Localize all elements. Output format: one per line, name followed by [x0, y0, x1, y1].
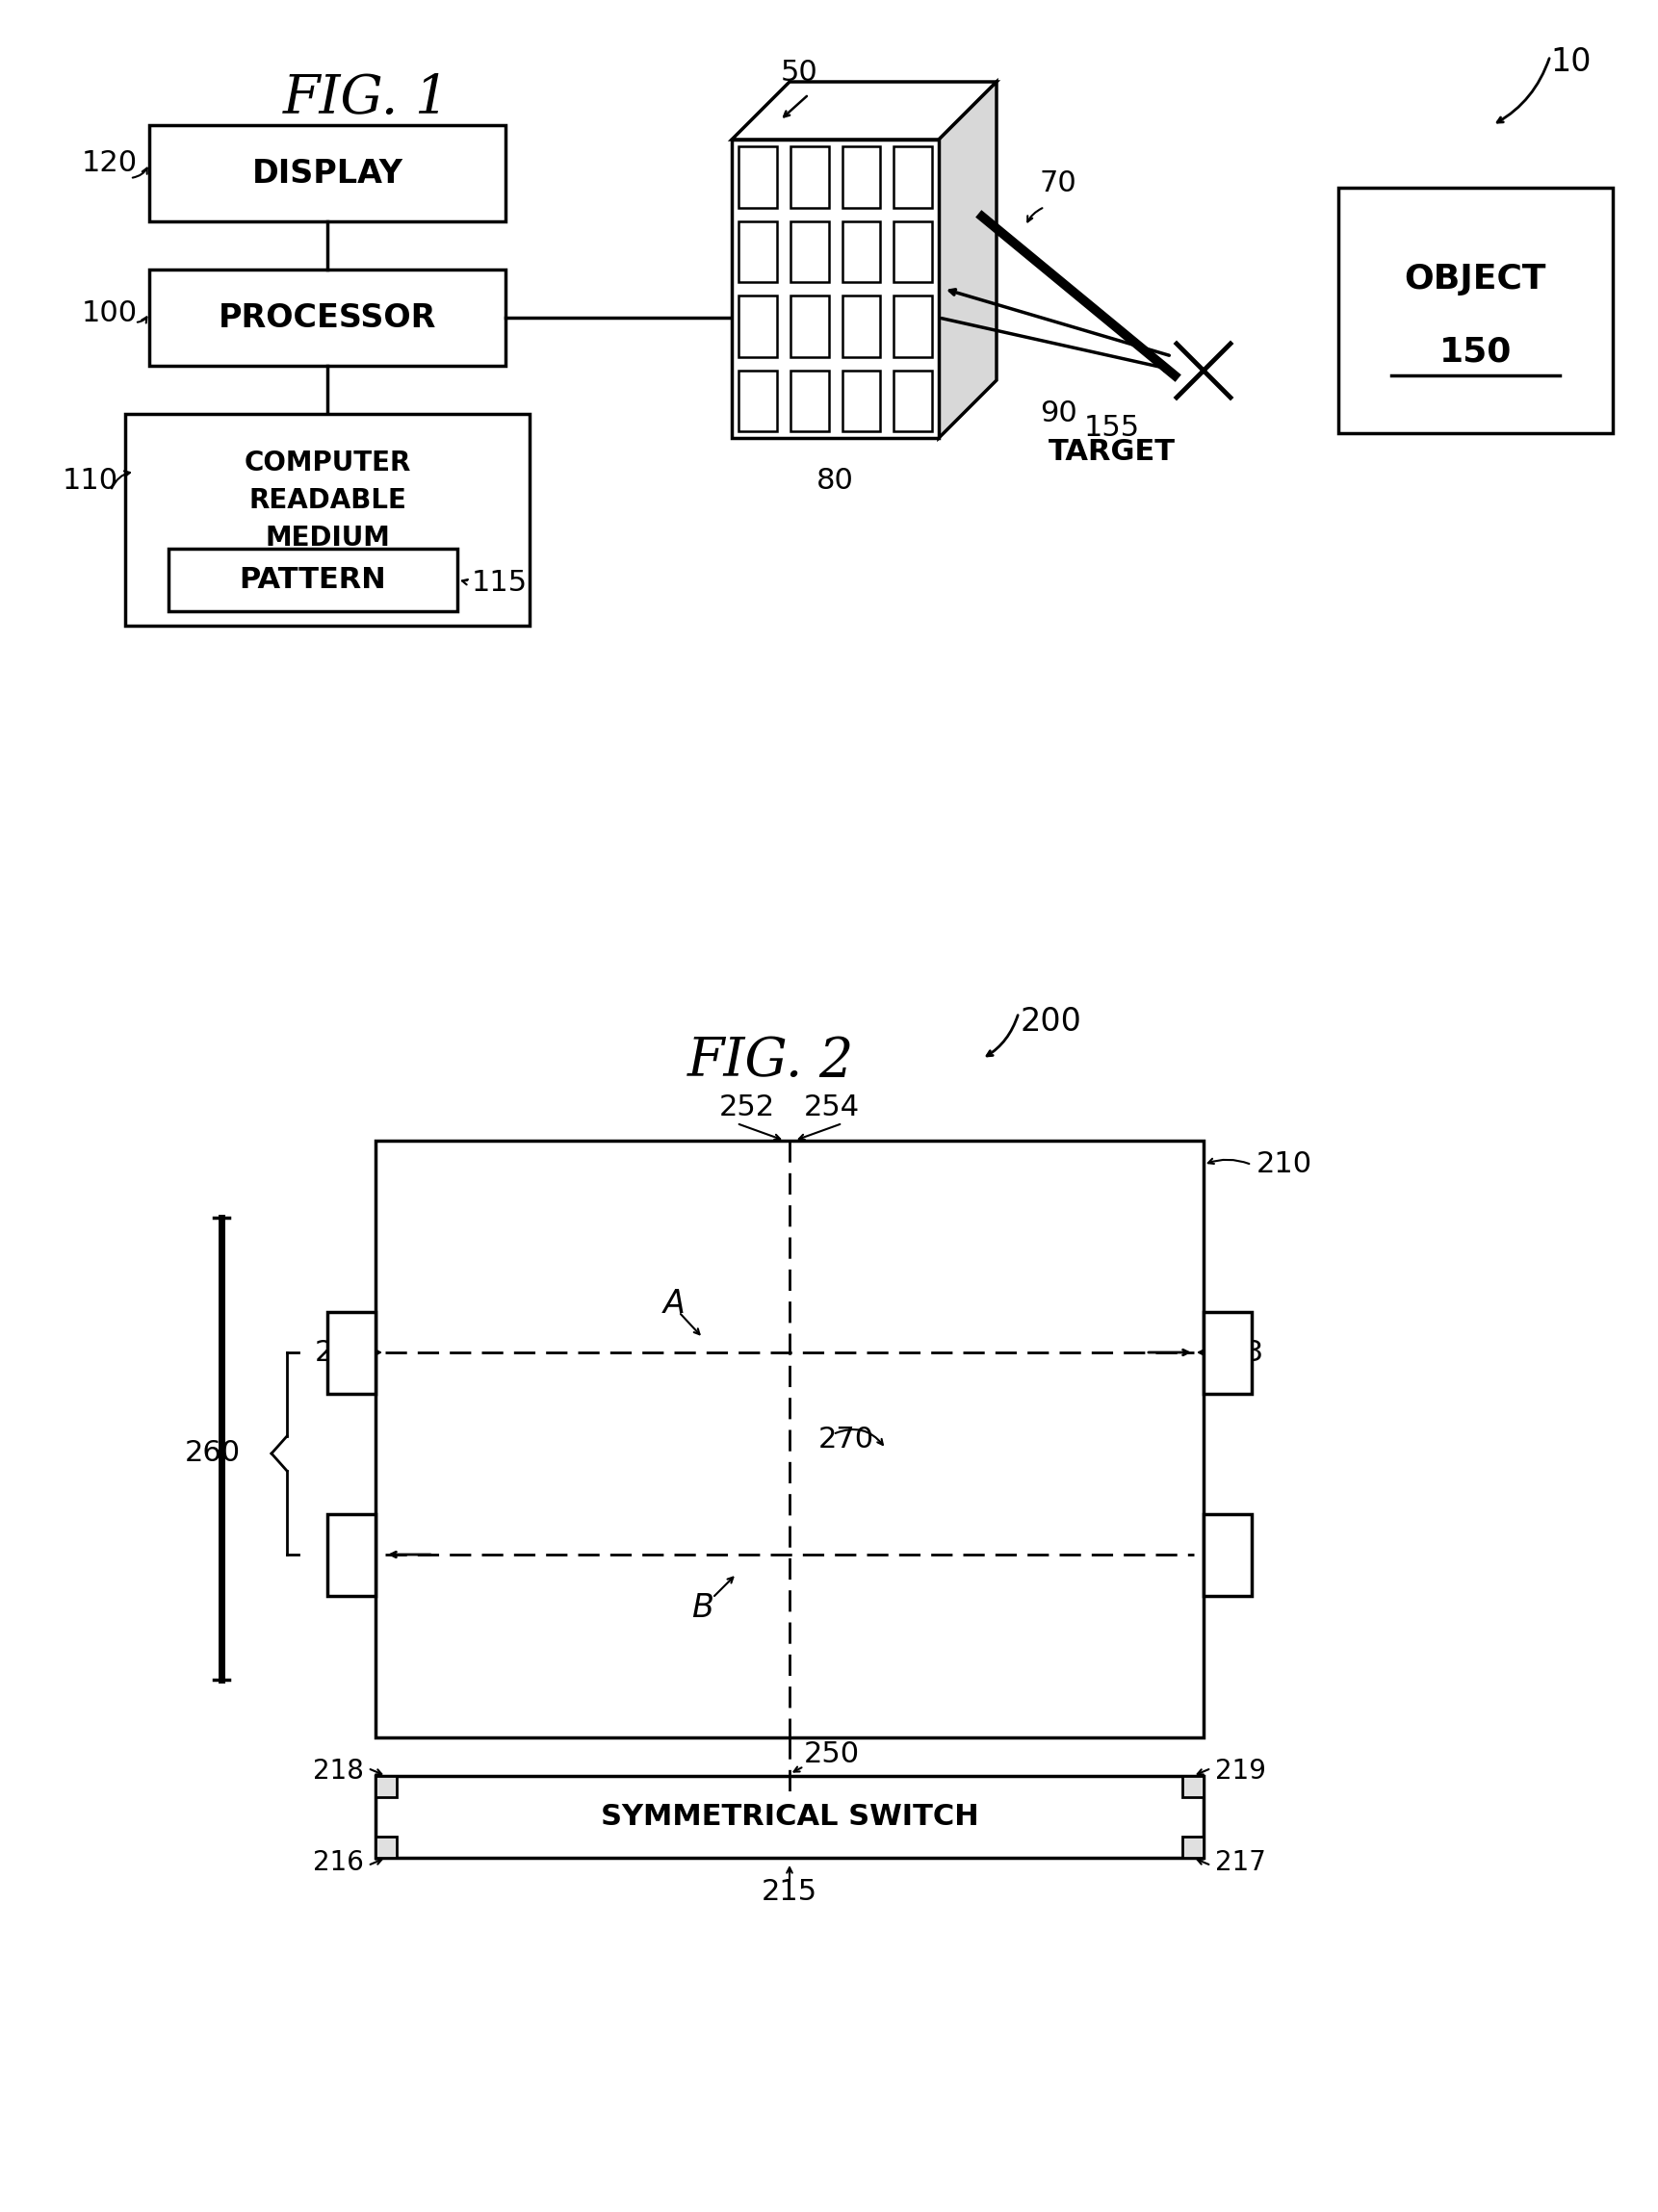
Text: PATTERN: PATTERN — [239, 566, 386, 593]
Text: COMPUTER
READABLE
MEDIUM: COMPUTER READABLE MEDIUM — [244, 449, 411, 551]
Text: 90: 90 — [1041, 400, 1078, 427]
Bar — [149, 126, 506, 221]
Text: 215: 215 — [761, 1878, 817, 1907]
Bar — [738, 146, 776, 208]
Polygon shape — [731, 139, 938, 438]
Bar — [1204, 1513, 1252, 1595]
Text: 250: 250 — [804, 1741, 861, 1767]
Bar — [375, 1776, 396, 1796]
Bar — [791, 221, 829, 283]
Text: SYMMETRICAL SWITCH: SYMMETRICAL SWITCH — [600, 1803, 978, 1832]
Bar — [124, 414, 529, 626]
Text: 100: 100 — [81, 299, 138, 327]
Bar — [375, 1776, 1204, 1858]
Text: 115: 115 — [473, 568, 527, 597]
Bar — [169, 549, 458, 611]
Text: 120: 120 — [81, 150, 138, 177]
Text: 80: 80 — [816, 467, 854, 495]
Polygon shape — [731, 82, 996, 139]
Bar — [894, 296, 932, 356]
Bar — [738, 296, 776, 356]
Bar — [894, 146, 932, 208]
Text: 270: 270 — [819, 1425, 874, 1453]
Bar — [375, 1836, 396, 1858]
Bar — [791, 146, 829, 208]
Text: 150: 150 — [1439, 334, 1512, 367]
Bar — [894, 369, 932, 431]
Text: TARGET: TARGET — [1048, 438, 1176, 467]
Text: 219: 219 — [1215, 1759, 1267, 1785]
Text: 50: 50 — [781, 60, 817, 86]
Bar — [894, 221, 932, 283]
Text: 217: 217 — [1215, 1849, 1267, 1876]
Bar — [1338, 188, 1613, 434]
Bar — [149, 270, 506, 365]
Text: PROCESSOR: PROCESSOR — [219, 301, 436, 334]
Polygon shape — [938, 82, 996, 438]
Text: 216: 216 — [313, 1849, 365, 1876]
Text: 210: 210 — [1257, 1150, 1313, 1179]
Text: A: A — [663, 1287, 685, 1321]
Text: 10: 10 — [1550, 46, 1592, 77]
Text: FIG. 1: FIG. 1 — [282, 73, 449, 124]
Text: 213: 213 — [1209, 1338, 1265, 1367]
Text: B: B — [691, 1593, 715, 1624]
Text: 218: 218 — [313, 1759, 365, 1785]
Bar — [842, 146, 880, 208]
Text: DISPLAY: DISPLAY — [252, 157, 403, 190]
Bar — [327, 1513, 375, 1595]
Text: 252: 252 — [720, 1093, 774, 1121]
Text: 200: 200 — [1021, 1006, 1083, 1037]
Text: 260: 260 — [184, 1440, 240, 1467]
Bar — [842, 296, 880, 356]
Bar — [1182, 1776, 1204, 1796]
Bar — [842, 221, 880, 283]
Text: 155: 155 — [1084, 414, 1141, 442]
Text: FIG. 2: FIG. 2 — [686, 1035, 854, 1088]
Bar — [375, 1141, 1204, 1736]
Text: 110: 110 — [63, 467, 119, 495]
Bar — [738, 221, 776, 283]
Bar — [791, 296, 829, 356]
Bar — [1204, 1312, 1252, 1394]
Bar — [791, 369, 829, 431]
Text: OBJECT: OBJECT — [1404, 263, 1547, 296]
Bar — [327, 1312, 375, 1394]
Bar — [1182, 1836, 1204, 1858]
Text: 254: 254 — [804, 1093, 861, 1121]
Bar — [842, 369, 880, 431]
Text: 70: 70 — [1040, 170, 1078, 197]
Bar — [738, 369, 776, 431]
Text: 211: 211 — [315, 1338, 371, 1367]
